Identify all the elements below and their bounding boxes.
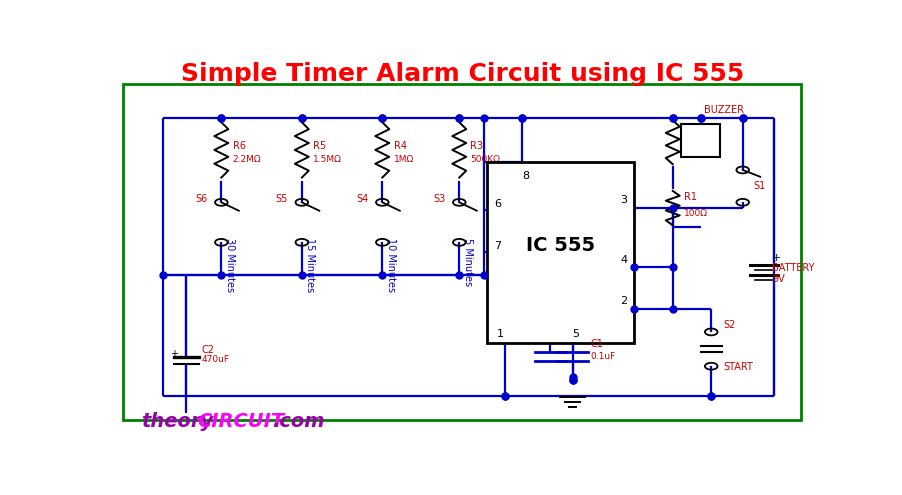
Text: 2.2MΩ: 2.2MΩ xyxy=(233,154,261,164)
Text: 4: 4 xyxy=(620,254,627,264)
Text: 9V: 9V xyxy=(771,274,784,284)
Text: C1: C1 xyxy=(589,339,603,349)
Text: 1: 1 xyxy=(496,329,502,339)
Text: 1MΩ: 1MΩ xyxy=(393,154,413,164)
Bar xyxy=(681,124,719,156)
Text: 30 Minutes: 30 Minutes xyxy=(225,238,235,292)
Text: BUZZER: BUZZER xyxy=(704,105,743,115)
Bar xyxy=(487,162,633,344)
Text: R4: R4 xyxy=(393,142,406,151)
Text: 1.5MΩ: 1.5MΩ xyxy=(313,154,342,164)
Text: S3: S3 xyxy=(433,194,445,203)
Text: S1: S1 xyxy=(752,181,765,191)
Text: 10 Minutes: 10 Minutes xyxy=(385,238,395,292)
Text: S2: S2 xyxy=(723,320,735,330)
Text: theory: theory xyxy=(141,412,213,431)
Text: 5 Minutes: 5 Minutes xyxy=(462,238,472,286)
Text: CIRCUIT: CIRCUIT xyxy=(197,412,283,431)
Text: S4: S4 xyxy=(355,194,368,203)
Text: +: + xyxy=(771,253,780,263)
Text: 20KΩ: 20KΩ xyxy=(683,143,707,152)
Text: R6: R6 xyxy=(233,142,245,151)
Text: 8: 8 xyxy=(521,171,529,181)
Text: 3: 3 xyxy=(620,196,627,205)
Text: S5: S5 xyxy=(275,194,288,203)
Text: S6: S6 xyxy=(195,194,207,203)
Text: R2: R2 xyxy=(683,127,696,137)
Text: +: + xyxy=(669,114,678,124)
Text: IC 555: IC 555 xyxy=(526,236,594,255)
Text: R3: R3 xyxy=(470,142,483,151)
Text: 470uF: 470uF xyxy=(201,355,229,364)
Text: 0.1uF: 0.1uF xyxy=(589,351,614,360)
Text: +: + xyxy=(170,348,178,359)
Text: Simple Timer Alarm Circuit using IC 555: Simple Timer Alarm Circuit using IC 555 xyxy=(181,62,743,86)
Text: START: START xyxy=(723,362,753,372)
Text: R5: R5 xyxy=(313,142,326,151)
Text: 6: 6 xyxy=(493,199,501,209)
Text: C2: C2 xyxy=(201,345,215,355)
Bar xyxy=(124,84,800,420)
Text: 5: 5 xyxy=(571,329,578,339)
Text: R1: R1 xyxy=(683,193,696,202)
Text: .com: .com xyxy=(272,412,325,431)
Text: 7: 7 xyxy=(493,241,501,251)
Text: BATTERY: BATTERY xyxy=(771,263,814,273)
Text: 2: 2 xyxy=(620,297,627,306)
Text: 15 Minutes: 15 Minutes xyxy=(305,238,315,292)
Text: 500KΩ: 500KΩ xyxy=(470,154,500,164)
Text: 100Ω: 100Ω xyxy=(683,209,707,218)
